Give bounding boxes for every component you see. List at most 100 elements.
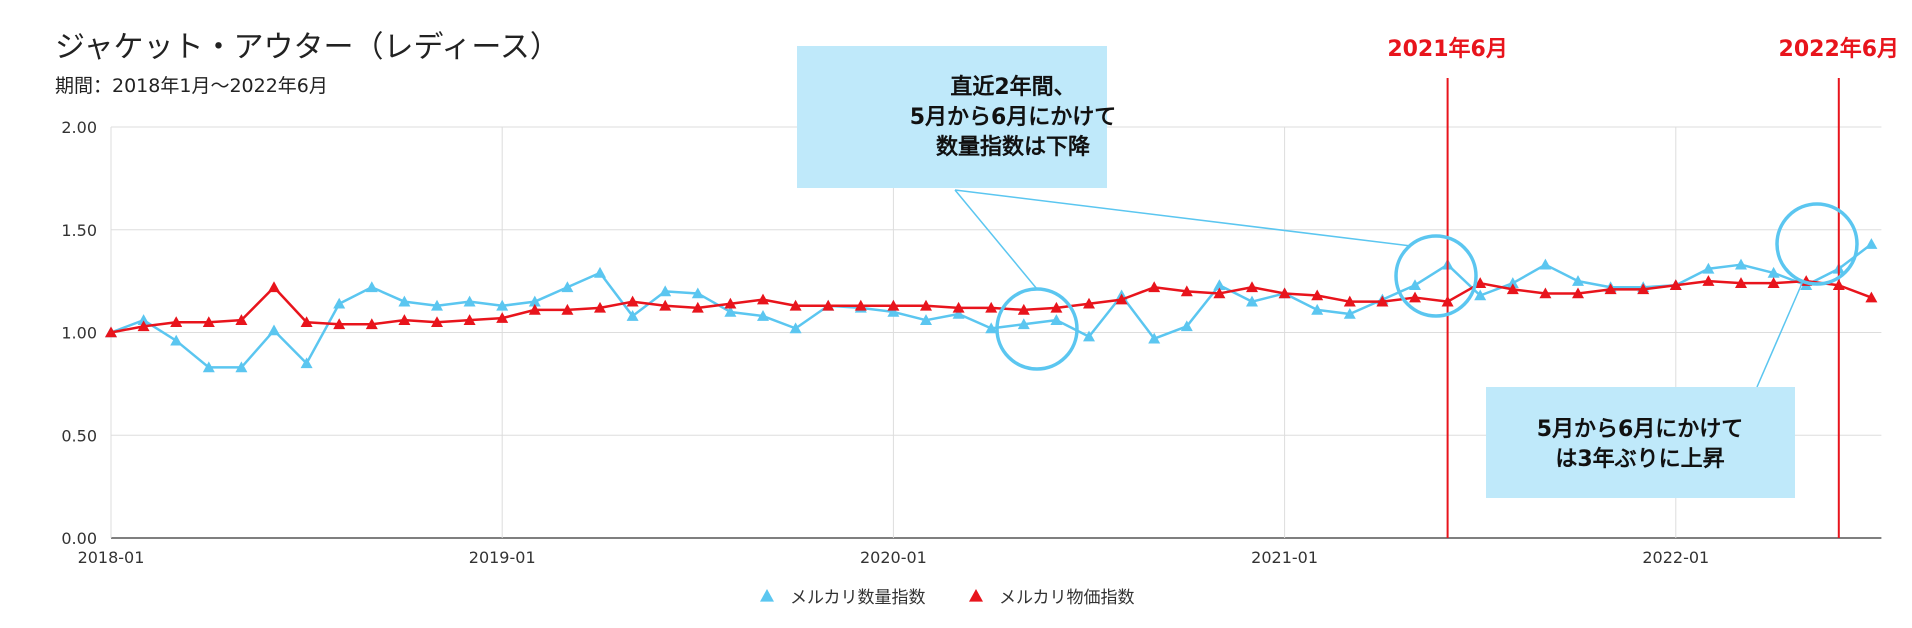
y-tick-label: 0.00	[61, 529, 97, 548]
reference-line-label: 2021年6月	[1387, 36, 1508, 62]
data-point	[1050, 314, 1063, 325]
chart-subtitle: 期間：2018年1月〜2022年6月	[55, 75, 328, 97]
callout-box	[797, 46, 1107, 188]
series-1	[105, 275, 1878, 338]
y-tick-label: 1.00	[61, 324, 97, 343]
data-point	[1637, 283, 1650, 295]
data-point	[235, 361, 248, 373]
reference-lines: 2021年6月 2022年6月	[1387, 36, 1899, 538]
data-point	[1702, 262, 1715, 274]
data-point	[822, 299, 835, 311]
data-point	[398, 295, 411, 307]
data-point	[398, 314, 411, 325]
data-point	[1735, 258, 1747, 270]
data-point	[691, 301, 704, 313]
data-point	[1213, 287, 1226, 299]
data-point	[1050, 301, 1063, 313]
data-point	[1865, 291, 1878, 303]
data-point	[1506, 283, 1519, 295]
data-point	[1474, 277, 1487, 288]
data-point	[1539, 258, 1552, 270]
legend-marker	[760, 589, 774, 602]
data-point	[985, 322, 998, 334]
callout-leader	[1756, 280, 1804, 388]
data-point	[1246, 295, 1258, 307]
data-point	[333, 297, 346, 309]
data-point	[463, 295, 476, 307]
reference-line-label: 2022年6月	[1779, 36, 1900, 62]
callout-text: 直近2年間、	[950, 74, 1075, 100]
data-point	[594, 266, 606, 278]
data-point	[952, 301, 965, 313]
callout-text: 数量指数は下降	[936, 134, 1091, 160]
data-point	[594, 301, 606, 313]
data-point	[626, 310, 639, 321]
data-point	[561, 303, 574, 315]
x-tick-label: 2021-01	[1251, 548, 1318, 567]
data-point	[854, 299, 867, 311]
callout-box	[1486, 387, 1795, 498]
data-point	[1017, 303, 1030, 315]
data-point	[952, 308, 965, 319]
data-point	[1083, 330, 1095, 342]
data-point	[691, 287, 704, 299]
data-point	[887, 299, 900, 311]
data-point	[1343, 308, 1356, 319]
highlight-circle	[1394, 234, 1478, 318]
data-point	[431, 316, 443, 328]
data-point	[496, 312, 509, 323]
data-point	[1865, 238, 1878, 249]
data-point	[268, 324, 280, 336]
data-point	[528, 303, 541, 315]
data-point	[1278, 287, 1291, 299]
legend-label: メルカリ物価指数	[999, 588, 1135, 608]
data-point	[463, 314, 476, 325]
data-point	[1735, 277, 1747, 288]
data-point	[659, 285, 672, 297]
data-point	[1409, 279, 1421, 291]
callout-text: 5月から6月にかけて	[910, 105, 1117, 130]
y-tick-label: 1.50	[61, 221, 97, 240]
highlight-circle	[1775, 202, 1859, 286]
data-point	[333, 318, 346, 330]
data-point	[1506, 277, 1519, 288]
callout-text: 5月から6月にかけて	[1537, 417, 1744, 442]
data-point	[1213, 279, 1226, 291]
callout-leader	[954, 189, 1038, 290]
data-point	[137, 320, 150, 332]
data-point	[1767, 277, 1780, 288]
data-point	[1409, 291, 1421, 303]
x-tick-label: 2022-01	[1642, 548, 1709, 567]
data-point	[561, 281, 574, 293]
data-point	[724, 305, 737, 317]
data-point	[1180, 320, 1193, 332]
data-point	[202, 316, 215, 328]
data-point	[1115, 293, 1128, 305]
data-point	[757, 310, 769, 321]
data-point	[202, 361, 215, 373]
data-point	[920, 299, 932, 311]
x-tick-label: 2019-01	[469, 548, 536, 567]
callout-text: は3年ぶりに上昇	[1555, 446, 1724, 472]
data-point	[300, 316, 313, 328]
chart-title: ジャケット・アウター（レディース）	[55, 30, 560, 65]
data-point	[1311, 303, 1324, 315]
data-point	[1572, 287, 1584, 299]
data-point	[789, 299, 802, 311]
data-point	[496, 299, 509, 311]
callout-leader	[954, 189, 1412, 247]
data-point	[920, 314, 932, 325]
data-point	[887, 305, 900, 317]
data-point	[365, 318, 378, 330]
data-point	[1539, 287, 1552, 299]
data-point	[724, 297, 737, 309]
data-point	[1767, 266, 1780, 278]
data-point	[1083, 297, 1095, 309]
data-point	[170, 316, 183, 328]
data-point	[757, 293, 769, 305]
series-layer	[105, 238, 1878, 373]
data-point	[528, 295, 541, 307]
